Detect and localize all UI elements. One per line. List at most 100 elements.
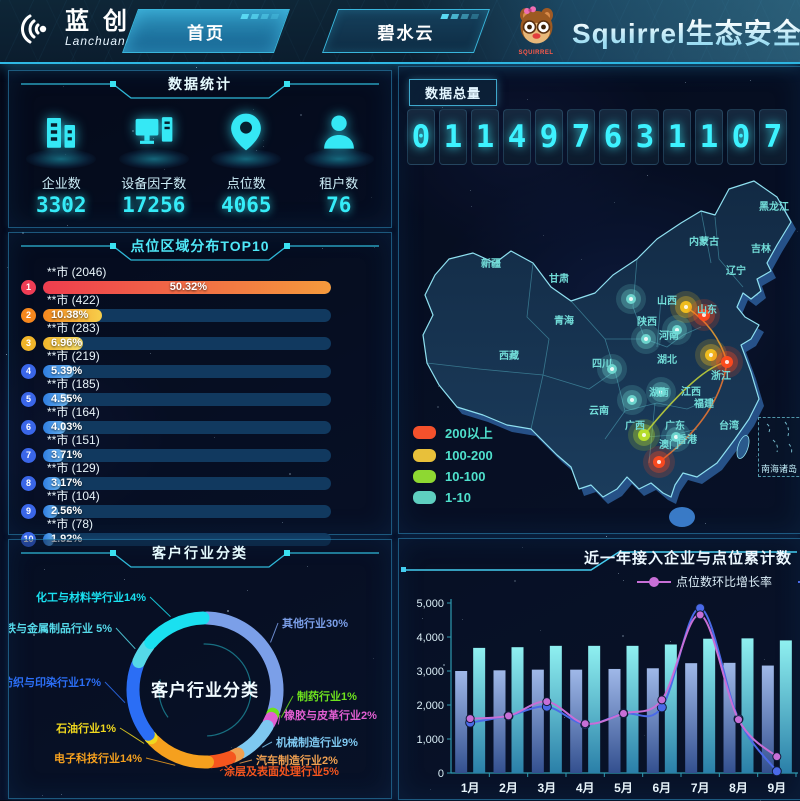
radar-wave-icon — [14, 8, 56, 50]
line-dot[interactable] — [772, 767, 781, 776]
stat-label: 设备因子数 — [108, 173, 200, 192]
data-total-label: 数据总量 — [409, 79, 497, 106]
bar-percent-label: 3.71% — [51, 449, 82, 462]
stats-panel-title: 数据统计 — [168, 76, 232, 92]
counter-digit: 7 — [759, 109, 787, 165]
donut-segment-6[interactable] — [154, 741, 208, 762]
line-dot[interactable] — [620, 710, 628, 718]
line-dot[interactable] — [505, 712, 513, 720]
province-label: 福建 — [693, 397, 715, 410]
stats-row: 企业数 3302 设备因子数 17256 点位数 4065 租户数 76 — [9, 103, 391, 217]
tab-bishuiyun[interactable]: 碧水云 — [322, 9, 490, 53]
rank-badge: 9 — [21, 504, 36, 519]
counter-digit: 0 — [407, 109, 435, 165]
bar-percent-label: 10.38% — [51, 309, 88, 322]
hainan-island — [669, 507, 695, 527]
rank-badge: 8 — [21, 476, 36, 491]
label-leader-line — [116, 628, 135, 649]
bar-series2[interactable] — [703, 639, 715, 773]
south-china-sea-inset: 南海诸岛 — [758, 417, 800, 477]
y-axis-tick: 0 — [438, 768, 444, 780]
stat-item-1: 设备因子数 17256 — [108, 105, 200, 217]
table-row: 9 2.56% — [21, 504, 331, 518]
table-row: 1 50.32% — [21, 280, 331, 294]
page-title: Squirrel生态安全云平台 — [572, 12, 800, 52]
bar-series1[interactable] — [494, 670, 506, 773]
industry-panel-title: 客户行业分类 — [151, 545, 248, 561]
squirrel-mascot-icon — [514, 5, 558, 47]
x-axis-label: 1月 — [461, 781, 480, 795]
bar-series1[interactable] — [685, 663, 697, 773]
region-top10-panel: 点位区域分布TOP10 **市 (2046) 1 50.32% **市 (422) 2 1… — [8, 232, 392, 535]
bar-series1[interactable] — [609, 669, 621, 773]
donut-label: 机械制造行业9% — [276, 735, 358, 749]
donut-segment-9[interactable] — [139, 646, 149, 662]
province-label: 甘肃 — [549, 272, 569, 285]
donut-segment-5[interactable] — [212, 758, 230, 762]
top10-row-label: **市 (422) — [47, 294, 331, 307]
rank-badge: 4 — [21, 364, 36, 379]
label-leader-line — [240, 760, 253, 763]
province-label: 湖北 — [657, 353, 677, 366]
bar-series2[interactable] — [473, 648, 485, 773]
y-axis-tick: 5,000 — [416, 598, 444, 610]
top10-row-label: **市 (78) — [47, 518, 331, 531]
line-dot[interactable] — [735, 716, 743, 724]
line-dot[interactable] — [466, 715, 474, 723]
rank-badge: 2 — [21, 308, 36, 323]
bar-track: 10.38% — [43, 309, 331, 322]
x-axis-label: 3月 — [537, 781, 556, 795]
rank-badge: 5 — [21, 392, 36, 407]
table-row: 3 6.96% — [21, 336, 331, 350]
map-legend: 200以上 100-200 10-100 1-10 — [413, 423, 493, 511]
rank-badge: 7 — [21, 448, 36, 463]
bar-series2[interactable] — [742, 638, 754, 773]
donut-segment-8[interactable] — [133, 665, 148, 734]
line-dot[interactable] — [773, 753, 781, 761]
counter-digit: 7 — [567, 109, 595, 165]
bar-percent-label: 5.39% — [51, 365, 82, 378]
bar-percent-label: 3.17% — [51, 477, 82, 490]
bar-series2[interactable] — [627, 646, 639, 773]
province-label: 云南 — [589, 404, 609, 417]
x-axis-label: 6月 — [652, 781, 671, 795]
top10-row-label: **市 (164) — [47, 406, 331, 419]
map-legend-item: 10-100 — [413, 469, 493, 484]
stat-value: 17256 — [108, 193, 200, 217]
province-label: 湖南 — [649, 386, 669, 399]
line-dot[interactable] — [696, 611, 704, 619]
trend-panel-title: 近一年接入企业与点位累计数 — [584, 547, 792, 568]
bar-series2[interactable] — [780, 640, 792, 773]
label-leader-line — [105, 682, 125, 703]
tab-home[interactable]: 首页 — [122, 9, 290, 53]
building-icon — [40, 111, 82, 153]
counter-digit: 3 — [631, 109, 659, 165]
province-label: 山西 — [657, 294, 677, 307]
bar-series1[interactable] — [647, 668, 659, 773]
map-legend-item: 100-200 — [413, 448, 493, 463]
top10-row-label: **市 (219) — [47, 350, 331, 363]
province-label: 广西 — [625, 419, 645, 432]
bar-percent-label: 6.96% — [51, 337, 82, 350]
data-total-counter: 011497631107 — [407, 109, 787, 165]
star-dot — [606, 536, 607, 537]
star-dot — [6, 354, 7, 355]
line-dot[interactable] — [581, 720, 589, 728]
donut-segment-3[interactable] — [241, 726, 267, 752]
line-dot[interactable] — [543, 698, 551, 706]
bar-series1[interactable] — [532, 670, 544, 773]
province-label: 西藏 — [499, 349, 519, 362]
donut-segment-10[interactable] — [151, 618, 203, 643]
bar-series2[interactable] — [588, 646, 600, 773]
province-label: 江西 — [681, 385, 701, 398]
stats-panel-header: 数据统计 — [9, 71, 391, 103]
table-row: 6 4.03% — [21, 420, 331, 434]
rank-badge: 3 — [21, 336, 36, 351]
bar-track: 3.17% — [43, 477, 331, 490]
star-dot — [196, 67, 197, 68]
bar-track: 6.96% — [43, 337, 331, 350]
line-dot[interactable] — [658, 696, 666, 704]
device-icon — [133, 111, 175, 153]
brand-logo: 蓝创 Lanchuang — [14, 8, 141, 50]
trend-legend-item-0[interactable]: 点位数环比增长率 — [637, 573, 772, 590]
